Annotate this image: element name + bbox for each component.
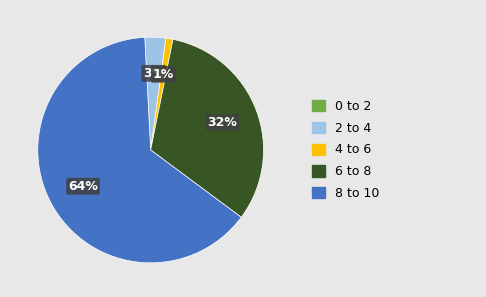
Wedge shape bbox=[151, 38, 173, 150]
Legend: 0 to 2, 2 to 4, 4 to 6, 6 to 8, 8 to 10: 0 to 2, 2 to 4, 4 to 6, 6 to 8, 8 to 10 bbox=[312, 100, 379, 200]
Wedge shape bbox=[38, 37, 241, 263]
Text: 3%: 3% bbox=[143, 67, 164, 80]
Text: 1%: 1% bbox=[153, 68, 174, 81]
Wedge shape bbox=[145, 37, 151, 150]
Wedge shape bbox=[145, 37, 166, 150]
Wedge shape bbox=[151, 40, 263, 217]
Text: 32%: 32% bbox=[208, 116, 237, 129]
Text: 64%: 64% bbox=[68, 180, 98, 193]
